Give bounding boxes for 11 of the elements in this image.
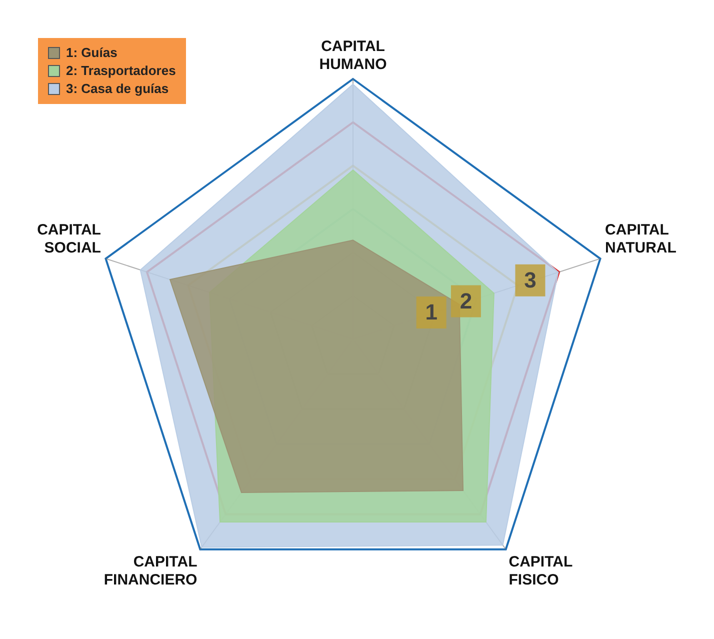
spoke-label: CAPITAL FINANCIERO (104, 554, 198, 589)
spoke-label: CAPITAL SOCIAL (37, 221, 101, 256)
legend-label: 2: Trasportadores (66, 62, 176, 80)
text: 2 (460, 288, 472, 314)
spoke-label: CAPITAL NATURAL (605, 221, 676, 256)
text: 3 (524, 267, 536, 292)
spoke-label: CAPITAL HUMANO (319, 38, 388, 74)
spoke-label: CAPITAL FISICO (508, 554, 573, 589)
legend-label: 1: Guías (66, 44, 118, 62)
text: 1 (425, 300, 438, 325)
legend-label: 3: Casa de guías (66, 80, 169, 98)
